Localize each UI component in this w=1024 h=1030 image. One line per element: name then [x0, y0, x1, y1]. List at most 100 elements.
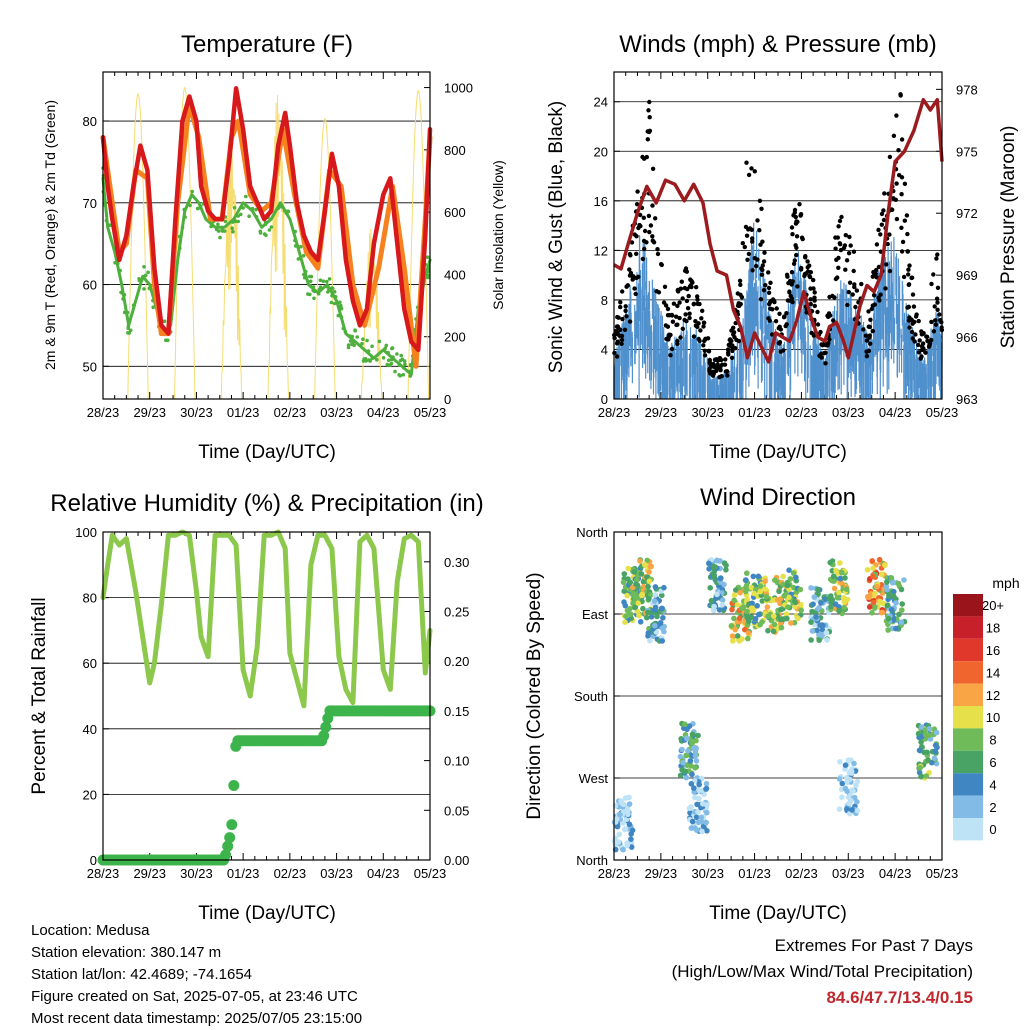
gust-point: [695, 301, 700, 306]
gust-point: [619, 337, 625, 343]
wind-direction-point: [785, 604, 791, 610]
wind-direction-point: [684, 735, 690, 742]
gust-point: [622, 327, 628, 332]
gust-point: [759, 266, 764, 271]
colorbar-label: 10: [986, 710, 1000, 725]
gust-point: [882, 191, 887, 196]
wind-direction-point: [731, 615, 737, 622]
dewpoint-point: [381, 356, 386, 360]
wind-direction-xtick-label: 28/23: [598, 866, 631, 881]
created-text: Figure created on Sat, 2025-07-05, at 23…: [31, 988, 358, 1005]
gust-point: [811, 277, 816, 283]
wind-direction-point: [836, 806, 843, 812]
gust-point: [640, 154, 645, 160]
gust-point: [897, 173, 902, 178]
wind-direction-point: [659, 638, 665, 644]
wind-direction-point: [743, 577, 749, 583]
humidity-ytick-right-label: 0.20: [444, 654, 469, 669]
wind-direction-point: [808, 619, 814, 625]
wind-direction-point: [723, 562, 729, 569]
dewpoint-point: [142, 287, 146, 291]
wind-direction-point: [616, 839, 622, 845]
dewpoint-point: [303, 269, 308, 274]
wind-direction-title: Wind Direction: [700, 484, 856, 511]
winds-ylabel: Sonic Wind & Gust (Blue, Black): [546, 101, 567, 373]
wind-direction-point: [661, 584, 667, 591]
wind-direction-point: [644, 557, 650, 564]
dewpoint-point: [401, 366, 406, 370]
wind-direction-point: [778, 624, 785, 631]
gust-point: [891, 133, 897, 138]
wind-direction-frame: [613, 531, 943, 861]
dewpoint-point: [223, 219, 228, 224]
gust-point: [797, 202, 802, 207]
location-text: Location: Medusa: [31, 922, 150, 939]
dewpoint-point: [151, 298, 155, 303]
gust-point: [929, 281, 934, 287]
gust-point: [620, 289, 625, 294]
wind-direction-point: [621, 588, 627, 594]
wind-direction-point: [870, 573, 876, 580]
gust-point: [789, 225, 795, 230]
rainfall-point: [320, 721, 332, 733]
wind-direction-point: [925, 757, 931, 763]
extremes-subheading: (High/Low/Max Wind/Total Precipitation): [671, 962, 973, 981]
gust-point: [887, 268, 893, 274]
gust-point: [686, 293, 691, 299]
gust-point: [907, 315, 912, 320]
wind-direction-point: [621, 826, 628, 833]
wind-direction-point: [814, 627, 820, 634]
gust-point: [934, 296, 940, 301]
wind-direction-point: [870, 599, 877, 606]
wind-direction-point: [795, 615, 801, 622]
temperature-ytick-right-label: 800: [444, 143, 466, 158]
wind-direction-point: [866, 594, 872, 601]
dewpoint-point: [321, 279, 326, 284]
dewpoint-point: [283, 209, 287, 213]
temperature-ytick-label: 60: [83, 278, 97, 293]
gust-point: [685, 286, 690, 292]
wind-direction-point: [627, 611, 634, 617]
gust-point: [794, 252, 799, 258]
gust-point: [790, 232, 795, 237]
wind-direction-ytick-label: South: [574, 689, 608, 704]
colorbar-swatch: [953, 750, 983, 774]
temperature-xtick-label: 05/23: [414, 405, 447, 420]
wind-direction-xtick-label: 04/23: [879, 866, 912, 881]
gust-point: [899, 137, 905, 142]
gust-point: [627, 251, 633, 257]
gust-point: [843, 233, 848, 238]
dewpoint-point: [209, 224, 213, 229]
wind-direction-point: [781, 593, 787, 599]
wind-direction-ylabel: Direction (Colored By Speed): [524, 572, 545, 819]
wind-direction-xtick-label: 02/23: [785, 866, 818, 881]
extremes-values: 84.6/47.7/13.4/0.15: [826, 988, 973, 1007]
gust-point: [730, 346, 735, 351]
wind-direction-point: [624, 592, 630, 599]
dewpoint-point: [339, 314, 343, 319]
wind-direction-point: [764, 604, 771, 610]
gust-point: [798, 267, 804, 272]
gust-point: [870, 328, 875, 334]
gust-point: [684, 298, 690, 304]
gust-point: [939, 320, 944, 325]
winds-ytick-label: 4: [601, 342, 608, 357]
wind-direction-point: [771, 621, 778, 628]
gust-point: [774, 306, 779, 311]
wind-direction-point: [693, 814, 700, 821]
dewpoint-point: [346, 343, 351, 347]
gust-point: [839, 214, 844, 220]
latlon-text: Station lat/lon: 42.4689; -74.1654: [31, 966, 253, 983]
colorbar-swatch: [953, 661, 983, 684]
dewpoint-point: [244, 194, 248, 199]
wind-direction-point: [637, 619, 644, 625]
humidity-xlabel: Time (Day/UTC): [198, 903, 336, 924]
humidity-frame: [102, 531, 431, 861]
dewpoint-point: [332, 289, 337, 294]
gust-point: [675, 338, 680, 344]
gust-point: [798, 213, 803, 218]
gust-point: [723, 369, 729, 374]
gust-point: [894, 216, 900, 222]
gust-point: [920, 341, 926, 346]
colorbar-label: 0: [989, 822, 996, 837]
